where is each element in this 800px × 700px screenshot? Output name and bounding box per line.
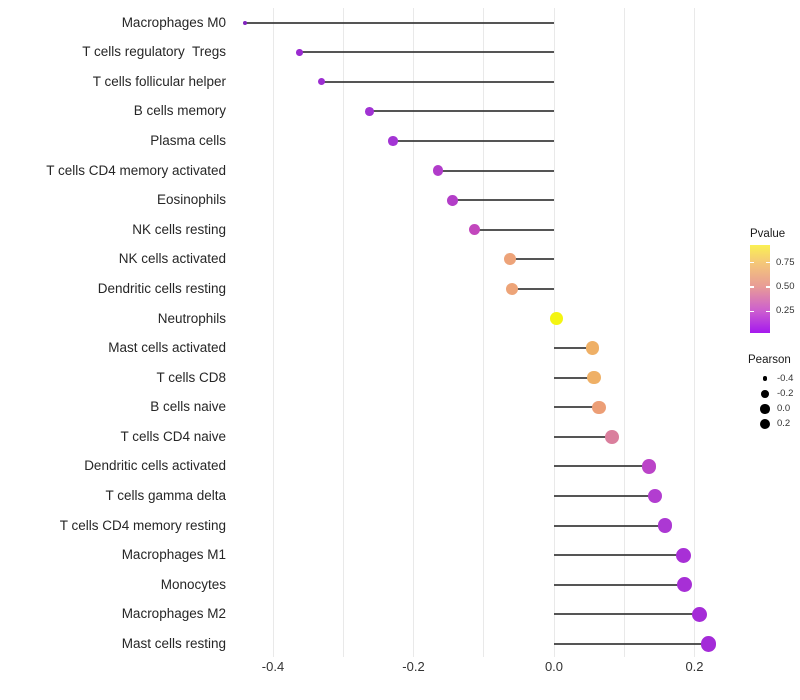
row-label: Dendritic cells activated: [84, 458, 226, 474]
data-point: [317, 78, 326, 86]
colorbar-tick: [766, 286, 770, 288]
gridline: [623, 8, 625, 657]
data-point: [641, 459, 657, 474]
lollipop-stem: [511, 287, 554, 290]
colorbar-tick-label: 0.75: [776, 256, 795, 268]
data-point: [677, 577, 693, 593]
row-label: Plasma cells: [150, 133, 226, 149]
row-label: Neutrophils: [157, 310, 226, 326]
row-label: T cells gamma delta: [105, 488, 226, 504]
data-point: [587, 370, 601, 385]
data-point: [432, 165, 444, 176]
data-point: [585, 341, 600, 355]
colorbar-tick: [750, 261, 754, 264]
size-legend-dot: [760, 404, 770, 414]
data-point: [447, 194, 459, 206]
data-point: [700, 636, 717, 652]
size-legend-label: -0.4: [777, 372, 794, 384]
gridline: [694, 8, 695, 657]
colorbar-tick: [750, 286, 754, 288]
row-label: Monocytes: [160, 576, 226, 592]
colorbar-tick: [766, 310, 770, 313]
lollipop-stem: [393, 140, 554, 143]
data-point: [503, 253, 516, 266]
row-label: B cells memory: [133, 103, 226, 119]
data-point: [592, 400, 606, 415]
lollipop-stem: [554, 613, 700, 616]
data-point: [364, 107, 374, 116]
lollipop-stem: [554, 347, 593, 350]
size-legend-dot: [761, 389, 769, 398]
data-point: [647, 488, 663, 504]
lollipop-stem: [554, 376, 595, 379]
lollipop-stem: [244, 21, 554, 24]
gridline: [553, 8, 555, 657]
row-label: T cells CD4 memory activated: [46, 162, 226, 178]
row-label: Dendritic cells resting: [97, 280, 226, 296]
x-tick-label: 0.2: [685, 659, 704, 674]
row-label: Mast cells activated: [108, 340, 226, 356]
row-label: Eosinophils: [156, 192, 226, 208]
pvalue-legend-title: Pvalue: [750, 228, 786, 240]
data-point: [691, 606, 708, 623]
lollipop-stem: [452, 199, 554, 202]
data-point: [242, 20, 247, 25]
colorbar-tick: [766, 261, 770, 264]
row-label: NK cells activated: [118, 251, 226, 267]
colorbar-tick-label: 0.50: [776, 281, 795, 293]
lollipop-stem: [554, 642, 709, 645]
pvalue-colorbar: [750, 245, 770, 333]
row-label: Macrophages M2: [121, 606, 226, 622]
row-label: T cells CD8: [156, 369, 226, 385]
data-point: [657, 518, 673, 533]
row-label: Macrophages M0: [121, 14, 226, 30]
lollipop-stem: [554, 554, 684, 557]
colorbar-tick-label: 0.25: [776, 305, 795, 317]
lollipop-stem: [554, 435, 613, 438]
pearson-legend-title: Pearson: [748, 354, 791, 366]
row-label: T cells CD4 naive: [120, 428, 226, 444]
gridline: [413, 8, 414, 657]
size-legend-label: -0.2: [777, 387, 794, 399]
gridline: [272, 8, 274, 657]
gridline: [483, 8, 485, 657]
lollipop-stem: [554, 465, 649, 468]
x-tick-label: -0.4: [261, 659, 285, 674]
row-label: T cells follicular helper: [92, 73, 226, 89]
data-point: [469, 224, 481, 236]
data-point: [505, 282, 518, 295]
row-label: T cells regulatory Tregs: [82, 44, 226, 60]
lollipop-stem: [321, 80, 554, 83]
data-point: [296, 49, 303, 56]
data-point: [605, 429, 620, 444]
x-tick-label: 0.0: [544, 659, 564, 674]
lollipop-stem: [509, 258, 554, 261]
lollipop-stem: [554, 406, 599, 409]
colorbar-tick: [750, 310, 754, 313]
x-tick-label: -0.2: [402, 659, 425, 674]
row-label: Mast cells resting: [121, 635, 226, 651]
lollipop-stem: [369, 110, 554, 113]
size-legend-label: 0.2: [777, 418, 791, 429]
lollipop-stem: [474, 228, 554, 231]
lollipop-stem: [554, 495, 656, 498]
size-legend-label: 0.0: [777, 402, 791, 414]
lollipop-stem: [299, 51, 554, 54]
lollipop-stem: [554, 583, 685, 586]
data-point: [675, 547, 691, 563]
row-label: Macrophages M1: [121, 547, 226, 563]
row-label: NK cells resting: [132, 221, 226, 237]
gridline: [342, 8, 344, 657]
data-point: [549, 312, 563, 325]
row-label: B cells naive: [150, 399, 226, 415]
data-point: [388, 136, 398, 146]
row-label: T cells CD4 memory resting: [59, 517, 226, 533]
lollipop-stem: [554, 524, 665, 527]
plot-panel: [238, 8, 730, 657]
size-legend-dot: [762, 376, 768, 382]
lollipop-stem: [438, 169, 554, 172]
size-legend-dot: [759, 418, 771, 430]
